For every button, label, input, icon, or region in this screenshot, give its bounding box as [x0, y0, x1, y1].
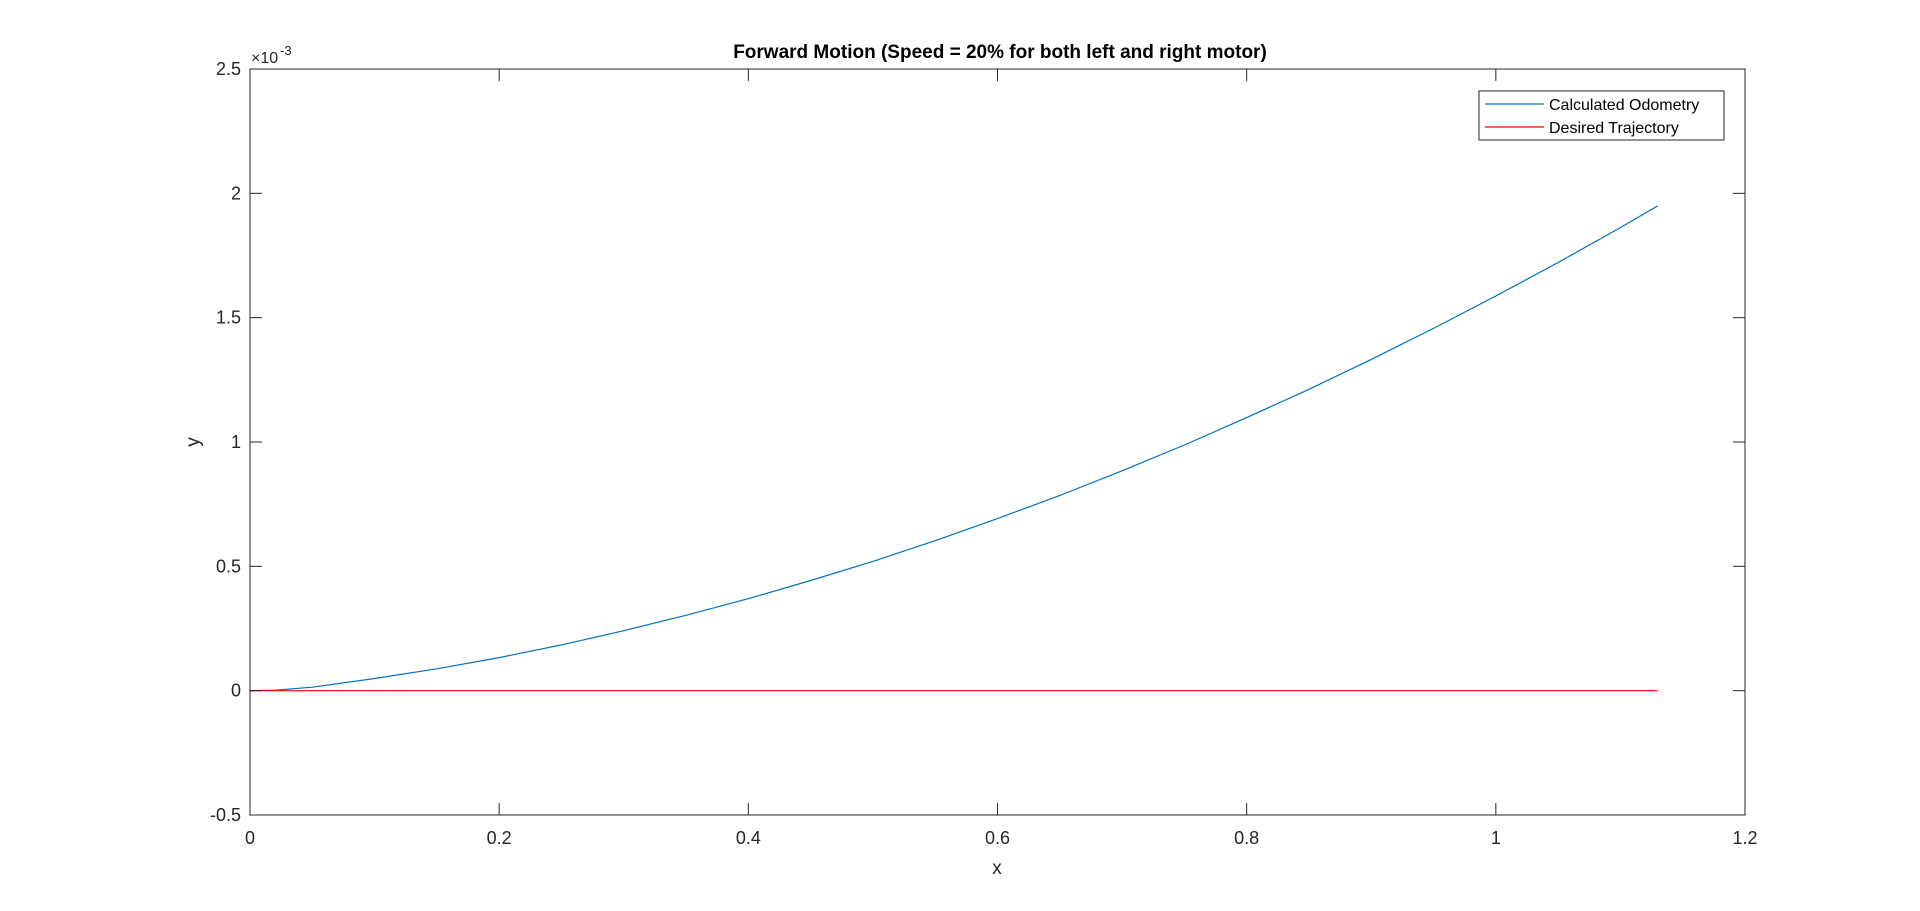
y-tick-label: 1 [231, 432, 241, 452]
y-axis-exponent-value: -3 [280, 43, 292, 58]
x-tick-label: 0.8 [1234, 828, 1259, 848]
legend-label-desired-trajectory: Desired Trajectory [1549, 120, 1679, 137]
x-tick-label: 0.2 [487, 828, 512, 848]
x-axis-ticks: 0 0.2 0.4 0.6 0.8 1 1.2 [245, 69, 1758, 848]
legend: Calculated Odometry Desired Trajectory [1478, 90, 1725, 141]
series-line-calculated-odometry [249, 205, 1659, 692]
y-tick-label: 2.5 [216, 59, 241, 79]
y-axis-exponent: ×10 -3 [251, 43, 292, 67]
x-tick-label: 0.4 [736, 828, 761, 848]
x-tick-label: 0.6 [985, 828, 1010, 848]
y-tick-label: 0 [231, 681, 241, 701]
legend-label-calculated-odometry: Calculated Odometry [1549, 97, 1699, 114]
y-axis-label: y [183, 437, 204, 447]
x-tick-label: 1.2 [1732, 828, 1757, 848]
y-tick-label: 1.5 [216, 308, 241, 328]
series-layer [249, 205, 1659, 692]
x-tick-label: 0 [245, 828, 255, 848]
x-axis-label: x [992, 858, 1002, 879]
plot-background [250, 69, 1745, 815]
y-tick-label: 0.5 [216, 556, 241, 576]
y-axis-multiplier: ×10 [251, 50, 278, 67]
plot-area [249, 68, 1746, 816]
chart-title: Forward Motion (Speed = 20% for both lef… [733, 42, 1267, 63]
y-axis-ticks: -0.5 0 0.5 1 1.5 2 2.5 [210, 59, 1745, 825]
y-tick-label: 2 [231, 183, 241, 203]
x-tick-label: 1 [1491, 828, 1501, 848]
legend-box [1478, 90, 1725, 141]
y-tick-label: -0.5 [210, 805, 241, 825]
